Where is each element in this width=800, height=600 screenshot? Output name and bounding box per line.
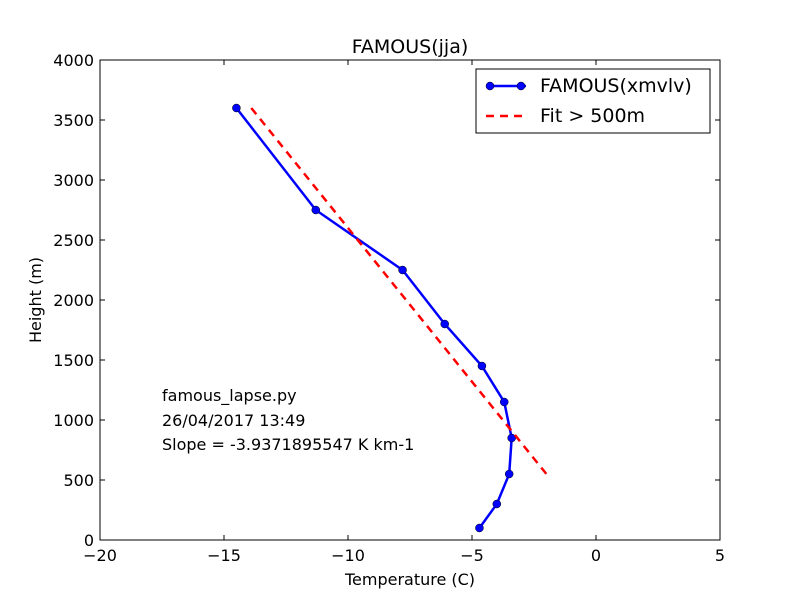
data-point bbox=[477, 361, 487, 371]
legend-label-famous: FAMOUS(xmvlv) bbox=[540, 75, 692, 97]
annotation-timestamp: 26/04/2017 13:49 bbox=[162, 411, 305, 430]
legend-label-fit: Fit > 500m bbox=[540, 105, 645, 127]
y-axis-label: Height (m) bbox=[26, 257, 45, 343]
data-point bbox=[398, 265, 407, 275]
y-tick-label: 3500 bbox=[53, 111, 94, 130]
chart-title: FAMOUS(jja) bbox=[352, 36, 469, 58]
plot-area-frame bbox=[99, 59, 721, 541]
y-tick-label: 1000 bbox=[53, 411, 94, 430]
annotation-script-name: famous_lapse.py bbox=[162, 386, 297, 406]
y-tick-label: 2000 bbox=[53, 291, 94, 310]
y-tick-label: 2500 bbox=[53, 231, 94, 250]
data-point bbox=[507, 433, 516, 443]
x-tick-label: −15 bbox=[207, 546, 241, 565]
y-tick-label: 3000 bbox=[53, 171, 94, 190]
x-tick-label: −20 bbox=[83, 546, 117, 565]
annotation-slope: Slope = -3.9371895547 K km-1 bbox=[162, 435, 414, 454]
data-point bbox=[232, 103, 241, 113]
x-tick-label: 0 bbox=[591, 546, 601, 565]
axis-ticks: −20 −15 −10 −5 0 5 0 500 1000 1500 2000 2500 3000 350… bbox=[53, 51, 725, 565]
legend-marker bbox=[516, 81, 526, 91]
annotations: famous_lapse.py 26/04/2017 13:49 Slope =… bbox=[162, 386, 414, 454]
legend-box bbox=[475, 68, 711, 134]
x-axis-label: Temperature (C) bbox=[344, 570, 475, 589]
x-tick-label: −5 bbox=[460, 546, 484, 565]
data-point bbox=[499, 397, 509, 407]
x-tick-label: 5 bbox=[715, 546, 725, 565]
data-point bbox=[311, 205, 321, 215]
series-layer bbox=[232, 103, 548, 533]
y-tick-label: 1500 bbox=[53, 351, 94, 370]
data-point bbox=[492, 499, 502, 509]
x-tick-label: −10 bbox=[331, 546, 365, 565]
legend: FAMOUS(xmvlv) Fit > 500m bbox=[475, 68, 711, 134]
legend-marker bbox=[485, 81, 495, 91]
y-tick-label: 500 bbox=[63, 471, 94, 490]
data-point bbox=[475, 523, 484, 533]
data-point bbox=[504, 469, 514, 479]
y-tick-label: 4000 bbox=[53, 51, 94, 70]
data-point bbox=[440, 319, 449, 329]
y-tick-label: 0 bbox=[84, 531, 94, 550]
